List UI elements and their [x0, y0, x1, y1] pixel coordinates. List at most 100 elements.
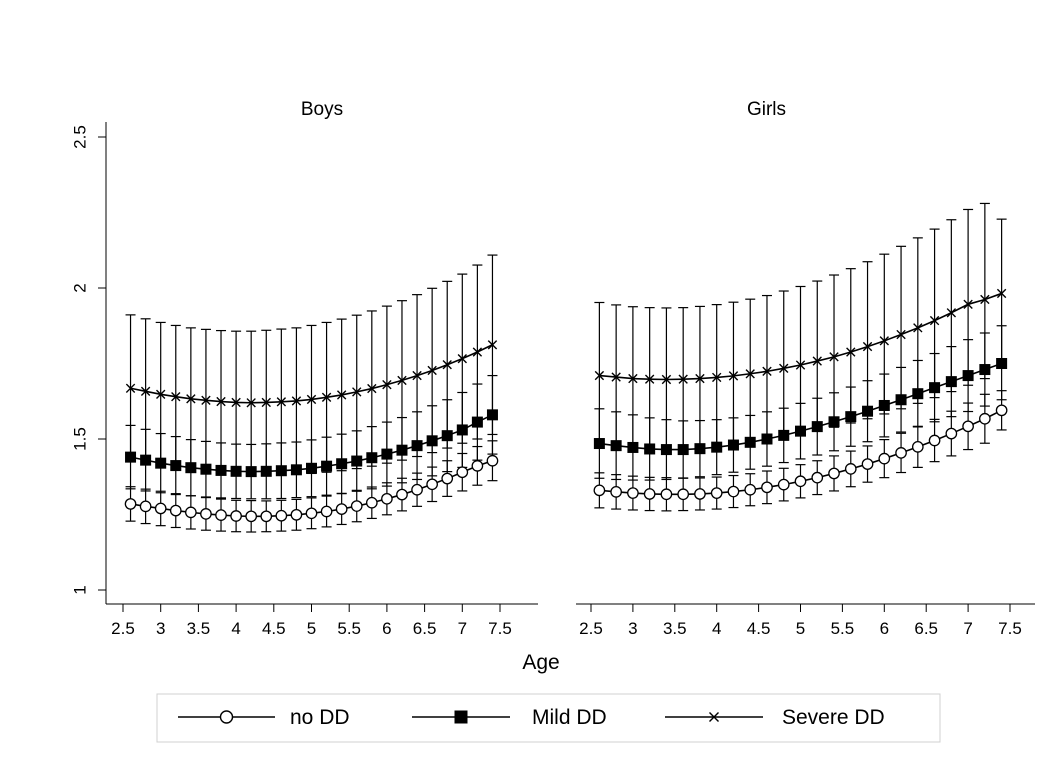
- point-mild-dd: [845, 411, 857, 423]
- x-tick-label: 3.5: [187, 619, 211, 638]
- series-layer: [593, 202, 1008, 512]
- point-severe-dd: [246, 398, 256, 408]
- point-no-dd: [441, 472, 454, 485]
- point-severe-dd: [913, 323, 923, 333]
- point-no-dd: [861, 458, 874, 470]
- x-marker-stroke: [661, 374, 672, 385]
- x-marker-stroke: [728, 371, 739, 381]
- x-tick-label: 6: [382, 619, 391, 638]
- point-mild-dd: [744, 436, 756, 448]
- point-no-dd: [878, 452, 891, 465]
- x-marker-stroke: [140, 386, 151, 396]
- point-severe-dd: [829, 352, 839, 362]
- point-no-dd: [895, 447, 907, 459]
- point-severe-dd: [628, 373, 638, 384]
- point-mild-dd: [441, 430, 453, 442]
- x-marker-stroke: [963, 299, 973, 310]
- x-marker-stroke: [231, 397, 241, 408]
- point-mild-dd: [351, 455, 363, 467]
- point-no-dd: [844, 463, 857, 475]
- series-layer: [124, 254, 499, 533]
- point-mild-dd: [321, 460, 333, 472]
- point-no-dd: [245, 510, 258, 523]
- point-no-dd: [305, 507, 318, 520]
- point-no-dd: [677, 488, 690, 501]
- point-mild-dd: [727, 439, 739, 451]
- legend-marker: [709, 712, 719, 722]
- point-no-dd: [593, 484, 606, 497]
- x-marker-stroke: [427, 365, 437, 376]
- point-no-dd: [777, 478, 790, 491]
- point-mild-dd: [366, 452, 378, 464]
- x-axis-title: Age: [522, 651, 559, 674]
- x-marker-stroke: [628, 373, 638, 384]
- point-severe-dd: [896, 329, 906, 340]
- point-mild-dd: [828, 416, 840, 428]
- point-no-dd: [215, 509, 227, 521]
- point-no-dd: [290, 508, 303, 521]
- x-marker-stroke: [879, 336, 889, 346]
- point-no-dd: [335, 503, 348, 515]
- point-severe-dd: [862, 341, 873, 352]
- point-no-dd: [381, 492, 393, 505]
- point-severe-dd: [125, 383, 136, 393]
- point-no-dd: [660, 488, 673, 501]
- point-severe-dd: [321, 392, 332, 403]
- panel-boys: Boys 2.5 3 3.5 4 4.5 5 5.5 6 6.5 7 7.5: [106, 99, 538, 638]
- point-severe-dd: [472, 347, 483, 357]
- point-mild-dd: [761, 433, 773, 445]
- panel-title: Girls: [747, 99, 786, 120]
- x-marker-stroke: [644, 374, 655, 384]
- x-marker-stroke: [779, 363, 789, 374]
- x-marker-stroke: [472, 347, 483, 357]
- point-severe-dd: [779, 363, 789, 374]
- x-marker-stroke: [382, 379, 392, 390]
- x-tick-label: 2.5: [579, 619, 603, 638]
- point-no-dd: [995, 404, 1008, 417]
- point-no-dd: [643, 488, 656, 500]
- x-marker-stroke: [156, 389, 166, 399]
- x-tick-label: 3.5: [663, 619, 687, 638]
- legend-label: Mild DD: [532, 706, 607, 729]
- x-marker-stroke: [745, 369, 755, 379]
- point-no-dd: [320, 505, 333, 518]
- panels-layer: Boys 2.5 3 3.5 4 4.5 5 5.5 6 6.5 7 7.5 Girls 2.5 3 3.5 4…: [106, 99, 1035, 638]
- panel-girls: Girls 2.5 3 3.5 4 4.5 5 5.5 6 6.5 7 7.5: [576, 99, 1035, 638]
- point-no-dd: [610, 485, 622, 498]
- point-no-dd: [911, 441, 924, 453]
- x-marker-stroke: [762, 366, 772, 377]
- point-no-dd: [426, 478, 438, 491]
- point-mild-dd: [979, 364, 991, 376]
- point-no-dd: [761, 481, 773, 494]
- point-no-dd: [828, 467, 840, 480]
- point-severe-dd: [427, 365, 437, 376]
- x-tick-label: 4: [712, 619, 721, 638]
- x-marker-stroke: [712, 372, 722, 383]
- point-severe-dd: [382, 379, 392, 390]
- point-severe-dd: [231, 397, 241, 408]
- point-mild-dd: [381, 448, 393, 460]
- point-no-dd: [811, 471, 824, 484]
- point-severe-dd: [457, 353, 467, 364]
- point-no-dd: [486, 454, 499, 467]
- x-marker-stroke: [321, 392, 332, 403]
- series-severe-dd: [125, 340, 498, 408]
- point-no-dd: [928, 434, 941, 447]
- point-no-dd: [979, 412, 991, 425]
- x-marker-stroke: [996, 288, 1007, 299]
- point-no-dd: [945, 427, 958, 440]
- point-mild-dd: [711, 441, 723, 453]
- x-tick-label: 5: [307, 619, 316, 638]
- point-mild-dd: [660, 444, 672, 456]
- point-severe-dd: [276, 397, 287, 407]
- x-marker-stroke: [186, 394, 196, 404]
- point-no-dd: [694, 488, 706, 500]
- point-severe-dd: [487, 340, 498, 350]
- y-tick-label: 2.5: [71, 125, 90, 149]
- point-mild-dd: [878, 399, 890, 411]
- x-marker-stroke: [306, 394, 317, 405]
- point-no-dd: [200, 508, 212, 520]
- x-marker-stroke: [412, 370, 422, 381]
- legend-item-severe-dd: Severe DD: [665, 706, 885, 729]
